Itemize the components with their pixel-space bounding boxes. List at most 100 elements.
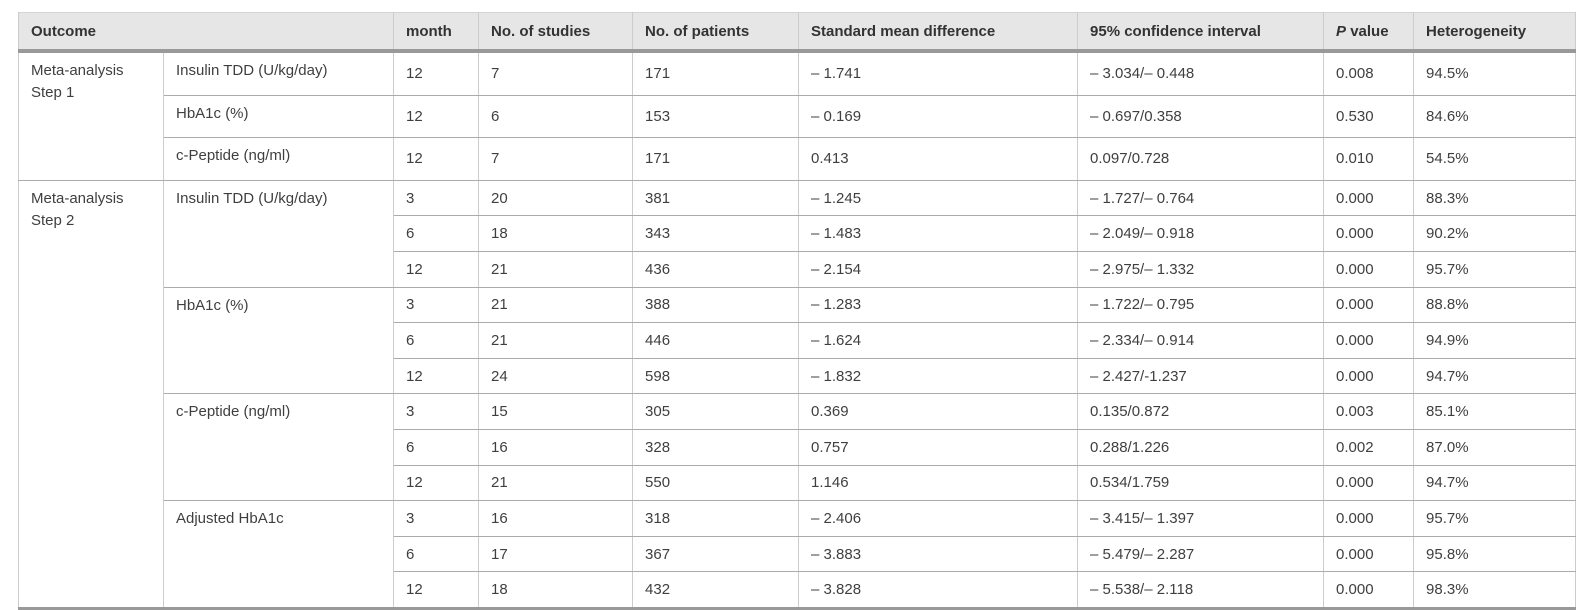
cell-p: 0.000 — [1323, 357, 1415, 395]
table-row: Adjusted HbA1c 3 16 318 – 2.406 – 3.415/… — [19, 500, 1577, 610]
cell-p: 0.008 — [1323, 50, 1415, 96]
cell-patients: 318 — [632, 500, 800, 537]
cell-het: 95.7% — [1413, 500, 1577, 537]
cell-ci: – 1.722/– 0.795 — [1077, 286, 1325, 324]
cell-studies: 16 — [478, 428, 634, 466]
cell-het: 94.7% — [1413, 357, 1577, 395]
cell-smd: – 1.283 — [798, 286, 1079, 324]
cell-p: 0.003 — [1323, 393, 1415, 430]
cell-month: 12 — [393, 94, 480, 139]
cell-ci: – 5.538/– 2.118 — [1077, 571, 1325, 610]
header-standard-mean-difference: Standard mean difference — [798, 12, 1079, 53]
cell-ci: – 3.415/– 1.397 — [1077, 500, 1325, 537]
cell-p: 0.000 — [1323, 464, 1415, 502]
cell-patients: 436 — [632, 250, 800, 288]
cell-studies: 24 — [478, 357, 634, 395]
cell-patients: 367 — [632, 535, 800, 573]
cell-het: 88.3% — [1413, 179, 1577, 217]
cell-month: 6 — [393, 215, 480, 252]
table-row: Meta-analysis Step 2 Insulin TDD (U/kg/d… — [18, 179, 1577, 610]
header-outcome: Outcome — [17, 12, 395, 53]
cell-het: 87.0% — [1413, 428, 1577, 466]
cell-patients: 343 — [632, 215, 800, 252]
table-row: 6 16 328 0.757 0.288/1.226 0.002 87.0% — [19, 428, 1577, 466]
cell-studies: 6 — [478, 94, 634, 139]
measure-cell: Insulin TDD (U/kg/day) — [162, 50, 395, 96]
cell-het: 84.6% — [1413, 94, 1577, 139]
header-row: Outcome month No. of studies No. of pati… — [17, 12, 1577, 53]
cell-ci: 0.135/0.872 — [1077, 393, 1325, 430]
measure-cell: Insulin TDD (U/kg/day) — [162, 179, 395, 288]
group-cell-step2: Meta-analysis Step 2 — [18, 179, 164, 610]
header-no-of-studies: No. of studies — [478, 12, 634, 53]
cell-smd: 1.146 — [798, 464, 1079, 502]
cell-studies: 21 — [478, 464, 634, 502]
table-row: 12 21 436 – 2.154 – 2.975/– 1.332 0.000 … — [19, 250, 1577, 288]
cell-patients: 328 — [632, 428, 800, 466]
p-value-italic: P — [1336, 22, 1347, 40]
cell-p: 0.000 — [1323, 215, 1415, 252]
cell-month: 12 — [393, 137, 480, 181]
header-confidence-interval: 95% confidence interval — [1077, 12, 1325, 53]
cell-smd: 0.413 — [798, 137, 1079, 181]
measure-cell: HbA1c (%) — [162, 94, 395, 139]
cell-month: 12 — [393, 357, 480, 395]
cell-ci: – 2.334/– 0.914 — [1077, 322, 1325, 359]
cell-studies: 18 — [478, 215, 634, 252]
header-heterogeneity: Heterogeneity — [1413, 12, 1577, 53]
cell-studies: 20 — [478, 179, 634, 217]
cell-smd: – 2.406 — [798, 500, 1079, 537]
cell-patients: 171 — [632, 50, 800, 96]
cell-ci: – 2.427/-1.237 — [1077, 357, 1325, 395]
cell-het: 94.5% — [1413, 50, 1577, 96]
header-month: month — [393, 12, 480, 53]
cell-patients: 550 — [632, 464, 800, 502]
cell-ci: 0.097/0.728 — [1077, 137, 1325, 181]
table-row: 6 21 446 – 1.624 – 2.334/– 0.914 0.000 9… — [19, 322, 1577, 359]
cell-month: 6 — [393, 535, 480, 573]
cell-studies: 16 — [478, 500, 634, 537]
cell-smd: – 3.883 — [798, 535, 1079, 573]
cell-patients: 153 — [632, 94, 800, 139]
cell-p: 0.002 — [1323, 428, 1415, 466]
table-row: Meta-analysis Step 1 Insulin TDD (U/kg/d… — [18, 50, 1577, 181]
cell-patients: 171 — [632, 137, 800, 181]
measure-cell: HbA1c (%) — [162, 286, 395, 395]
cell-studies: 7 — [478, 50, 634, 96]
cell-p: 0.000 — [1323, 535, 1415, 573]
cell-month: 12 — [393, 250, 480, 288]
cell-month: 3 — [393, 393, 480, 430]
cell-het: 94.9% — [1413, 322, 1577, 359]
cell-smd: 0.757 — [798, 428, 1079, 466]
cell-het: 94.7% — [1413, 464, 1577, 502]
table-row: HbA1c (%) 3 21 388 – 1.283 – 1.722/– 0.7… — [19, 286, 1577, 395]
cell-het: 95.8% — [1413, 535, 1577, 573]
cell-month: 6 — [393, 428, 480, 466]
cell-studies: 17 — [478, 535, 634, 573]
table-row: c-Peptide (ng/ml) 12 7 171 0.413 0.097/0… — [19, 137, 1577, 181]
cell-month: 6 — [393, 322, 480, 359]
cell-ci: 0.288/1.226 — [1077, 428, 1325, 466]
measure-cell: c-Peptide (ng/ml) — [162, 137, 395, 181]
cell-month: 12 — [393, 571, 480, 610]
cell-smd: – 0.169 — [798, 94, 1079, 139]
cell-p: 0.000 — [1323, 571, 1415, 610]
measure-cell: c-Peptide (ng/ml) — [162, 393, 395, 502]
cell-het: 95.7% — [1413, 250, 1577, 288]
table-row: 12 18 432 – 3.828 – 5.538/– 2.118 0.000 … — [19, 571, 1577, 610]
cell-p: 0.000 — [1323, 500, 1415, 537]
cell-smd: – 1.483 — [798, 215, 1079, 252]
table-row: 12 21 550 1.146 0.534/1.759 0.000 94.7% — [19, 464, 1577, 502]
cell-smd: – 1.832 — [798, 357, 1079, 395]
measure-cell: Adjusted HbA1c — [162, 500, 395, 610]
p-value-rest: value — [1346, 22, 1389, 40]
cell-p: 0.530 — [1323, 94, 1415, 139]
cell-month: 3 — [393, 286, 480, 324]
cell-month: 12 — [393, 464, 480, 502]
cell-studies: 21 — [478, 322, 634, 359]
cell-smd: – 2.154 — [798, 250, 1079, 288]
cell-ci: – 1.727/– 0.764 — [1077, 179, 1325, 217]
cell-studies: 18 — [478, 571, 634, 610]
cell-het: 98.3% — [1413, 571, 1577, 610]
cell-month: 3 — [393, 500, 480, 537]
